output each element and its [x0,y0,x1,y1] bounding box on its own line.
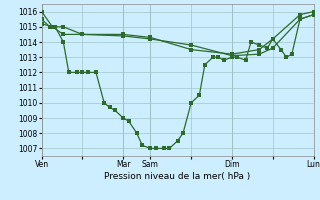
X-axis label: Pression niveau de la mer( hPa ): Pression niveau de la mer( hPa ) [104,172,251,181]
